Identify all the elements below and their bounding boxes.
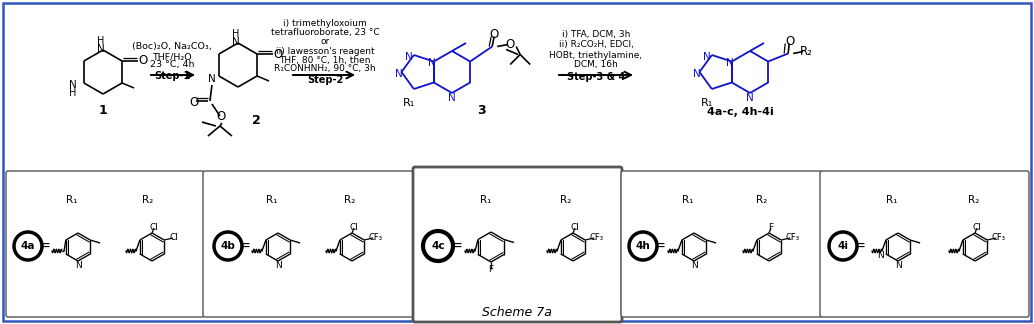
- Text: Scheme 7a: Scheme 7a: [482, 307, 552, 319]
- Text: R₂: R₂: [969, 195, 979, 205]
- Text: Cl: Cl: [571, 223, 579, 232]
- Text: O: O: [189, 97, 199, 110]
- Text: N: N: [97, 44, 104, 54]
- Text: Step-3 & 4: Step-3 & 4: [567, 72, 626, 82]
- Text: CF₃: CF₃: [785, 234, 799, 242]
- Text: 4h: 4h: [636, 241, 650, 251]
- Text: R₁: R₁: [886, 195, 898, 205]
- Text: R₂: R₂: [344, 195, 356, 205]
- Text: =: =: [35, 239, 51, 253]
- Text: F: F: [768, 223, 773, 232]
- Text: R₁: R₁: [267, 195, 278, 205]
- Text: N: N: [74, 261, 82, 271]
- FancyBboxPatch shape: [621, 171, 822, 317]
- Text: i) TFA, DCM, 3h: i) TFA, DCM, 3h: [561, 30, 630, 40]
- Text: i) trimethyloxoium: i) trimethyloxoium: [283, 19, 367, 29]
- Text: Cl: Cl: [349, 223, 359, 232]
- Text: 4a-c, 4h-4i: 4a-c, 4h-4i: [706, 107, 773, 117]
- Text: 23 °C, 4h: 23 °C, 4h: [150, 61, 194, 70]
- Text: Cl: Cl: [170, 234, 179, 242]
- Text: F: F: [488, 265, 493, 274]
- Text: O: O: [786, 35, 795, 48]
- Text: N: N: [878, 251, 884, 260]
- Text: N: N: [693, 69, 700, 79]
- Text: R₁CONHNH₂, 90 °C, 3h: R₁CONHNH₂, 90 °C, 3h: [274, 64, 375, 74]
- Text: ii) lawesson's reagent: ii) lawesson's reagent: [276, 47, 374, 55]
- FancyBboxPatch shape: [820, 171, 1029, 317]
- Text: N: N: [726, 59, 734, 68]
- Text: R₁: R₁: [481, 195, 492, 205]
- Text: THF/H₂O: THF/H₂O: [152, 52, 192, 62]
- Text: O: O: [273, 48, 282, 61]
- Text: CF₃: CF₃: [992, 234, 1005, 242]
- Text: or: or: [321, 38, 330, 47]
- Text: 1: 1: [98, 103, 108, 117]
- Text: N: N: [448, 93, 456, 103]
- Text: N: N: [275, 261, 281, 271]
- Text: N: N: [691, 261, 697, 271]
- Text: Cl: Cl: [973, 223, 981, 232]
- Text: R₁: R₁: [701, 98, 713, 108]
- Text: R₁: R₁: [682, 195, 694, 205]
- Text: HOBt, triethylamine,: HOBt, triethylamine,: [549, 51, 642, 60]
- Text: N: N: [69, 80, 77, 90]
- Text: O: O: [489, 28, 498, 41]
- Text: DCM, 16h: DCM, 16h: [574, 61, 618, 70]
- FancyBboxPatch shape: [203, 171, 415, 317]
- Text: CF₃: CF₃: [589, 234, 603, 242]
- Text: N: N: [747, 93, 754, 103]
- FancyBboxPatch shape: [6, 171, 204, 317]
- Text: R₂: R₂: [757, 195, 767, 205]
- Text: 2: 2: [251, 113, 261, 126]
- Text: H: H: [69, 88, 77, 98]
- Text: N: N: [703, 52, 710, 62]
- Text: O: O: [139, 54, 148, 67]
- Text: O: O: [216, 110, 225, 123]
- FancyBboxPatch shape: [413, 167, 622, 322]
- Text: N: N: [405, 52, 413, 62]
- Text: N: N: [232, 37, 240, 47]
- Text: H: H: [233, 29, 240, 39]
- Text: Step-1: Step-1: [154, 71, 190, 81]
- Text: 4a: 4a: [21, 241, 35, 251]
- Text: R₁: R₁: [402, 98, 415, 108]
- Text: 3: 3: [478, 103, 486, 117]
- Text: (Boc)₂O, Na₂CO₃,: (Boc)₂O, Na₂CO₃,: [132, 42, 212, 52]
- Text: R₂: R₂: [560, 195, 572, 205]
- Text: R₂: R₂: [143, 195, 154, 205]
- Text: Step-2: Step-2: [307, 75, 343, 85]
- Text: ii) R₂CO₂H, EDCl,: ii) R₂CO₂H, EDCl,: [558, 40, 634, 50]
- Text: R₁: R₁: [66, 195, 78, 205]
- Text: =: =: [235, 239, 251, 253]
- Text: R₂: R₂: [799, 45, 813, 58]
- FancyBboxPatch shape: [3, 3, 1031, 321]
- Text: =: =: [850, 239, 866, 253]
- Text: H: H: [97, 36, 104, 46]
- Text: Cl: Cl: [150, 223, 158, 232]
- Text: CF₃: CF₃: [368, 234, 383, 242]
- Text: THF, 80 °C, 1h, then: THF, 80 °C, 1h, then: [279, 55, 371, 64]
- Text: 4c: 4c: [431, 241, 445, 251]
- Text: N: N: [894, 261, 902, 271]
- Text: 4i: 4i: [838, 241, 849, 251]
- Text: =: =: [650, 239, 666, 253]
- Text: O: O: [506, 38, 515, 51]
- Text: =: =: [447, 239, 463, 253]
- Text: 4b: 4b: [220, 241, 236, 251]
- Text: N: N: [208, 74, 216, 84]
- Text: N: N: [395, 69, 402, 79]
- Text: N: N: [428, 59, 435, 68]
- Text: tetrafluoroborate, 23 °C: tetrafluoroborate, 23 °C: [271, 29, 379, 38]
